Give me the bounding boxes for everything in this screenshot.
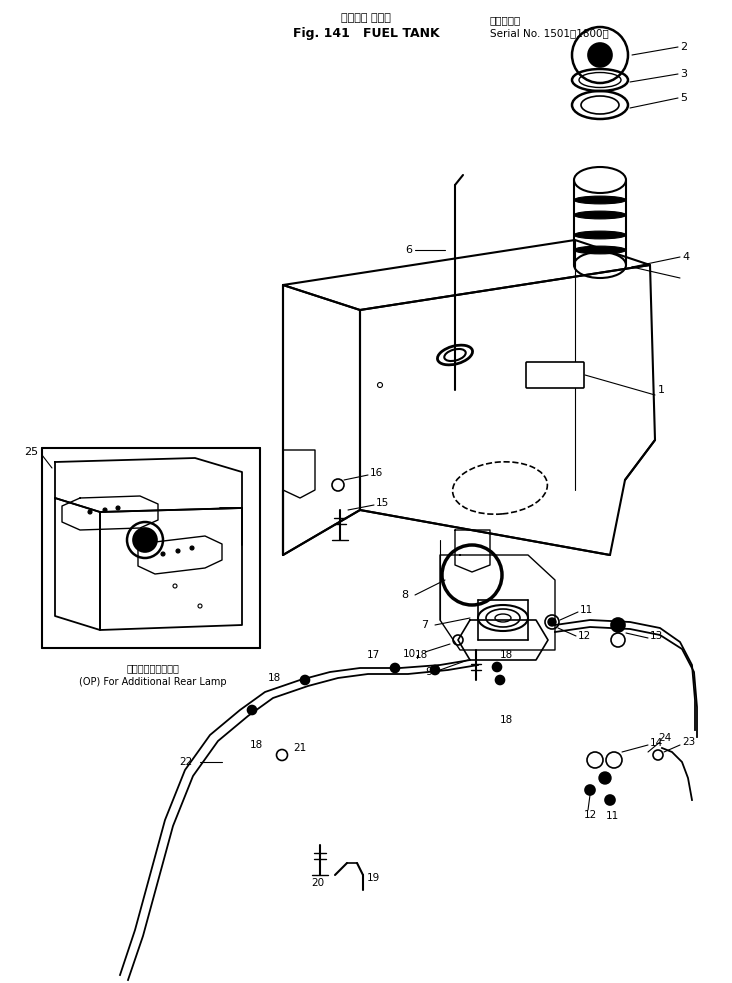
Text: 5: 5 [680, 93, 687, 103]
Circle shape [496, 675, 504, 684]
Text: 13: 13 [650, 631, 663, 641]
Text: Fig. 141   FUEL TANK: Fig. 141 FUEL TANK [293, 27, 439, 39]
Text: 18: 18 [500, 650, 513, 660]
Text: 11: 11 [606, 811, 619, 821]
Circle shape [390, 664, 400, 672]
Text: Serial No. 1501－1800）: Serial No. 1501－1800） [490, 28, 609, 38]
Text: (OP) For Additional Rear Lamp: (OP) For Additional Rear Lamp [79, 677, 227, 687]
Circle shape [430, 665, 439, 674]
Text: 19: 19 [367, 873, 380, 883]
Text: 6: 6 [405, 245, 412, 255]
Text: 21: 21 [293, 743, 306, 753]
Text: 22: 22 [180, 757, 193, 767]
Circle shape [585, 785, 595, 795]
Circle shape [599, 772, 611, 784]
Circle shape [88, 510, 92, 514]
Text: 12: 12 [578, 631, 591, 641]
Circle shape [103, 508, 107, 512]
Text: 20: 20 [311, 878, 324, 888]
Text: フェエル タンク: フェエル タンク [341, 13, 391, 23]
Text: （適用号機: （適用号機 [490, 15, 521, 25]
Text: 25: 25 [24, 447, 38, 457]
Circle shape [564, 373, 569, 377]
Text: 12: 12 [584, 810, 597, 820]
Text: 9: 9 [425, 667, 432, 677]
Text: 10: 10 [403, 649, 416, 659]
Circle shape [133, 528, 157, 552]
Text: 18: 18 [250, 740, 264, 750]
Text: 3: 3 [680, 69, 687, 79]
Text: 18: 18 [415, 650, 428, 660]
Circle shape [190, 546, 194, 550]
Text: 16: 16 [370, 468, 384, 478]
Text: 11: 11 [580, 605, 593, 615]
Circle shape [540, 373, 545, 377]
Ellipse shape [574, 196, 626, 203]
Circle shape [176, 549, 180, 553]
Text: 8: 8 [401, 590, 408, 600]
Circle shape [116, 506, 120, 510]
Circle shape [605, 795, 615, 805]
Circle shape [161, 552, 165, 556]
Text: 1: 1 [658, 385, 665, 395]
Ellipse shape [574, 231, 626, 239]
Circle shape [553, 373, 558, 377]
Circle shape [588, 43, 612, 67]
Text: 17: 17 [367, 650, 380, 660]
Text: 7: 7 [421, 620, 428, 630]
Ellipse shape [574, 246, 626, 254]
Circle shape [493, 663, 501, 671]
Circle shape [611, 618, 625, 632]
Text: 24: 24 [658, 733, 671, 743]
Text: 23: 23 [682, 737, 695, 747]
Text: 14: 14 [650, 738, 663, 748]
FancyBboxPatch shape [526, 362, 584, 388]
Circle shape [548, 618, 556, 626]
Ellipse shape [574, 211, 626, 219]
Text: 15: 15 [376, 498, 389, 508]
Text: 18: 18 [500, 715, 513, 725]
Circle shape [301, 675, 310, 684]
Text: 18: 18 [268, 673, 281, 683]
Ellipse shape [452, 462, 548, 514]
Circle shape [247, 706, 256, 715]
Text: 増設リャーランプ用: 増設リャーランプ用 [127, 663, 179, 673]
Text: 4: 4 [682, 252, 689, 262]
Text: 2: 2 [680, 42, 687, 52]
